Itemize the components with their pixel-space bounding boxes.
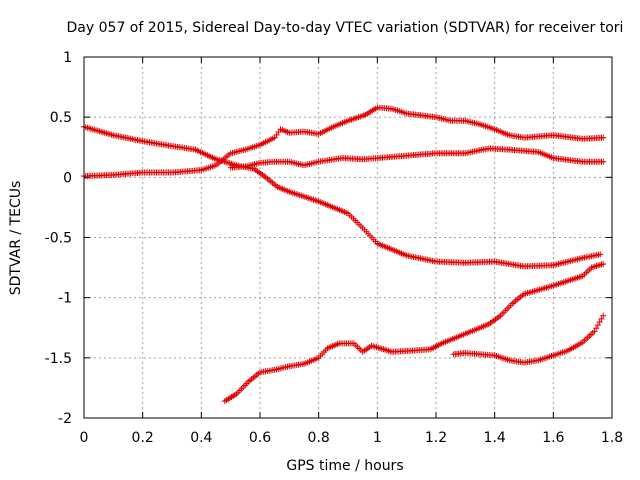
data-point: [594, 322, 601, 329]
data-point: [600, 260, 607, 267]
series-sat-b: [81, 104, 607, 180]
x-tick-label: 1.8: [601, 430, 623, 446]
series-sat-d: [221, 260, 607, 405]
series-sat-a: [81, 123, 604, 270]
x-tick-label: 1.4: [484, 430, 506, 446]
x-tick-label: 1.2: [425, 430, 447, 446]
x-tick-label: 0.4: [190, 430, 212, 446]
x-tick-label: 0.2: [132, 430, 154, 446]
y-tick-label: -1.5: [45, 351, 72, 367]
x-tick-label: 1: [373, 430, 382, 446]
x-tick-label: 0.6: [249, 430, 271, 446]
y-tick-label: -0.5: [45, 231, 72, 247]
data-series: [81, 104, 607, 405]
data-point: [597, 251, 604, 258]
x-tick-label: 0: [80, 430, 89, 446]
data-point: [591, 328, 598, 335]
data-point: [596, 318, 603, 325]
data-point: [600, 312, 607, 319]
series-sat-c: [227, 145, 607, 171]
x-tick-labels: 0 0.2 0.4 0.6 0.8 1 1.2 1.4 1.6 1.8: [80, 430, 624, 446]
y-tick-label: -1: [58, 291, 72, 307]
plot-frame: [83, 56, 613, 419]
y-tick-labels: -2 -1.5 -1 -0.5 0 0.5 1: [45, 50, 72, 427]
x-tick-label: 0.8: [308, 430, 330, 446]
chart-title: Day 057 of 2015, Sidereal Day-to-day VTE…: [67, 20, 624, 36]
x-axis-label: GPS time / hours: [286, 458, 403, 474]
series-sat-e: [450, 312, 607, 366]
data-point: [598, 315, 605, 322]
y-tick-label: -2: [58, 411, 72, 427]
data-point: [593, 325, 600, 332]
y-tick-label: 1: [63, 50, 72, 66]
data-point: [600, 158, 607, 165]
y-tick-label: 0.5: [50, 110, 72, 126]
y-tick-label: 0: [63, 170, 72, 186]
x-tick-label: 1.6: [542, 430, 564, 446]
data-point: [600, 134, 607, 141]
y-axis-label: SDTVAR / TECUs: [8, 181, 24, 296]
